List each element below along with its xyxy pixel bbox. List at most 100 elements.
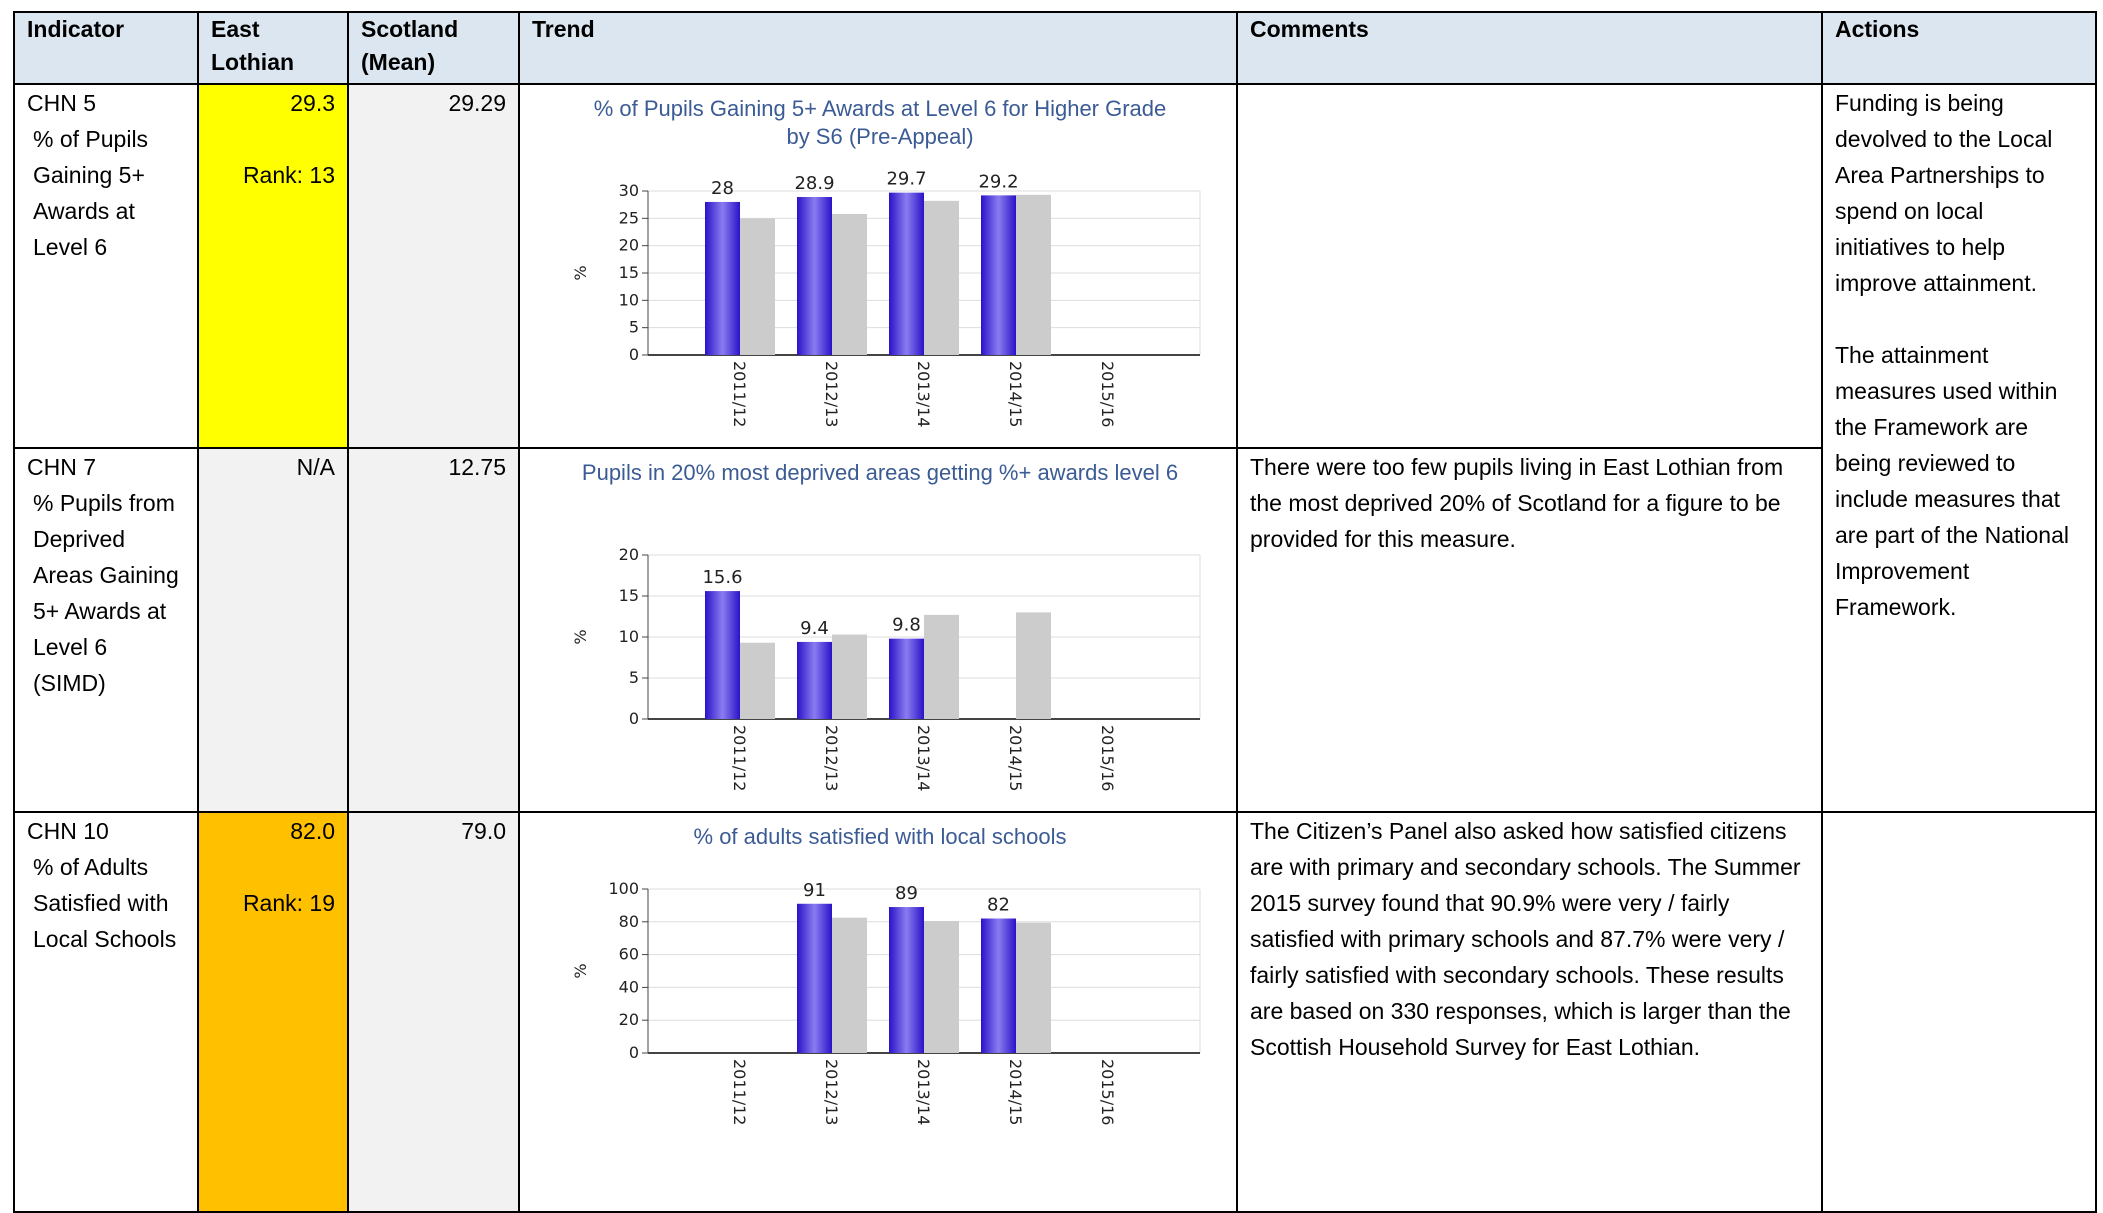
x-tick-label: 2011/12 xyxy=(730,1059,749,1125)
data-label: 28.9 xyxy=(794,173,834,194)
x-tick-label: 2015/16 xyxy=(1098,361,1117,427)
data-label: 28 xyxy=(711,178,734,199)
comment: There were too few pupils living in East… xyxy=(1250,454,1784,552)
bar xyxy=(924,920,959,1053)
data-label: 91 xyxy=(803,880,826,901)
y-tick-label: 15 xyxy=(619,586,639,605)
action: The attainment measures used within the … xyxy=(1835,342,2069,620)
bar xyxy=(924,614,959,719)
bar xyxy=(740,642,775,719)
header: Indicator xyxy=(13,11,199,85)
x-tick-label: 2014/15 xyxy=(1006,361,1025,427)
bar xyxy=(1016,612,1051,719)
y-tick-label: 0 xyxy=(629,1043,639,1062)
actions-cell: Funding is being devolved to the Local A… xyxy=(1821,83,2097,813)
east-lothian-cell: 82.0 Rank: 19 xyxy=(197,811,349,1213)
comments-cell: There were too few pupils living in East… xyxy=(1236,447,1823,813)
y-tick-label: 20 xyxy=(619,236,639,255)
x-tick-label: 2012/13 xyxy=(822,1059,841,1125)
header: Actions xyxy=(1821,11,2097,85)
trend-cell: % of adults satisfied with local schools… xyxy=(518,811,1238,1213)
indicator-name: % Pupils from Deprived Areas Gaining 5+ … xyxy=(33,490,179,696)
scotland-cell: 12.75 xyxy=(347,447,520,813)
indicator-cell: CHN 5 % of Pupils Gaining 5+ Awards at Le… xyxy=(13,83,199,449)
trend-cell: Pupils in 20% most deprived areas gettin… xyxy=(518,447,1238,813)
x-tick-label: 2015/16 xyxy=(1098,725,1117,791)
y-tick-label: 15 xyxy=(619,263,639,282)
indicator-name: % of Adults Satisfied with Local Schools xyxy=(33,854,177,952)
value: 82.0 xyxy=(290,818,335,844)
x-tick-label: 2013/14 xyxy=(914,725,933,791)
value: 29.3 xyxy=(290,90,335,116)
value: 29.29 xyxy=(448,90,506,116)
y-axis-label: % xyxy=(571,629,590,644)
row: CHN 10 % of Adults Satisfied with Local S… xyxy=(13,811,2097,1213)
data-label: 9.8 xyxy=(892,615,921,636)
indicator-cell: CHN 7 % Pupils from Deprived Areas Gainin… xyxy=(13,447,199,813)
y-axis-label: % xyxy=(571,963,590,978)
x-tick-label: 2012/13 xyxy=(822,725,841,791)
bar xyxy=(832,213,867,355)
header: Scotland (Mean) xyxy=(347,11,520,85)
y-tick-label: 80 xyxy=(619,912,639,931)
bar xyxy=(797,903,832,1053)
y-tick-label: 40 xyxy=(619,977,639,996)
x-tick-label: 2013/14 xyxy=(914,361,933,427)
y-axis-label: % xyxy=(571,265,590,280)
bar xyxy=(981,918,1016,1053)
bar xyxy=(889,638,924,719)
data-label: 29.7 xyxy=(886,169,926,190)
x-tick-label: 2014/15 xyxy=(1006,1059,1025,1125)
y-tick-label: 10 xyxy=(619,627,639,646)
y-tick-label: 60 xyxy=(619,945,639,964)
bar xyxy=(740,218,775,355)
value: 79.0 xyxy=(461,818,506,844)
code: CHN 5 xyxy=(27,90,97,116)
y-tick-label: 30 xyxy=(619,181,639,200)
scotland-cell: 79.0 xyxy=(347,811,520,1213)
x-tick-label: 2011/12 xyxy=(730,361,749,427)
comments-cell: The Citizen’s Panel also asked how satis… xyxy=(1236,811,1823,1213)
y-tick-label: 20 xyxy=(619,1010,639,1029)
chart: 0 20 40 60 80 100% 2011/12 2012/13 91 2013/14 89 20… xyxy=(571,879,1201,1125)
row: CHN 7 % Pupils from Deprived Areas Gainin… xyxy=(13,447,2096,813)
data-label: 9.4 xyxy=(800,618,829,639)
code: CHN 7 xyxy=(27,454,97,480)
bar xyxy=(832,634,867,719)
comment: The Citizen’s Panel also asked how satis… xyxy=(1250,818,1801,1060)
chart: 0 5 10 15 20% 2011/12 15.6 2012/13 9.4 2013/14 9.8… xyxy=(571,545,1201,791)
x-tick-label: 2014/15 xyxy=(1006,725,1025,791)
bar xyxy=(924,200,959,355)
bar xyxy=(797,641,832,719)
east-lothian-cell: N/A xyxy=(197,447,349,813)
y-tick-label: 10 xyxy=(619,290,639,309)
row: CHN 5 % of Pupils Gaining 5+ Awards at Le… xyxy=(13,83,2097,813)
comments-cell xyxy=(1236,83,1823,449)
bar xyxy=(705,201,740,355)
y-tick-label: 25 xyxy=(619,208,639,227)
bar xyxy=(705,591,740,719)
action: Funding is being devolved to the Local A… xyxy=(1835,90,2053,296)
bar xyxy=(1016,922,1051,1053)
y-tick-label: 0 xyxy=(629,345,639,364)
x-tick-label: 2011/12 xyxy=(730,725,749,791)
indicator-cell: CHN 10 % of Adults Satisfied with Local S… xyxy=(13,811,199,1213)
page: Indicator East Lothian Scotland (Mean) T… xyxy=(13,11,2097,1213)
code: CHN 10 xyxy=(27,818,109,844)
y-tick-label: 5 xyxy=(629,668,639,687)
data-label: 89 xyxy=(895,883,918,904)
x-tick-label: 2013/14 xyxy=(914,1059,933,1125)
data-label: 82 xyxy=(987,895,1010,916)
value: N/A xyxy=(296,454,335,480)
scotland-cell: 29.29 xyxy=(347,83,520,449)
chart-title: Pupils in 20% most deprived areas gettin… xyxy=(581,460,1179,485)
data-label: 29.2 xyxy=(978,171,1018,192)
bar xyxy=(1016,194,1051,355)
value: 12.75 xyxy=(448,454,506,480)
chart-title: % of Pupils Gaining 5+ Awards at Level 6… xyxy=(593,96,1167,149)
bar xyxy=(832,917,867,1053)
trend-cell: % of Pupils Gaining 5+ Awards at Level 6… xyxy=(518,83,1238,449)
y-tick-label: 0 xyxy=(629,709,639,728)
x-tick-label: 2012/13 xyxy=(822,361,841,427)
bar xyxy=(889,907,924,1053)
